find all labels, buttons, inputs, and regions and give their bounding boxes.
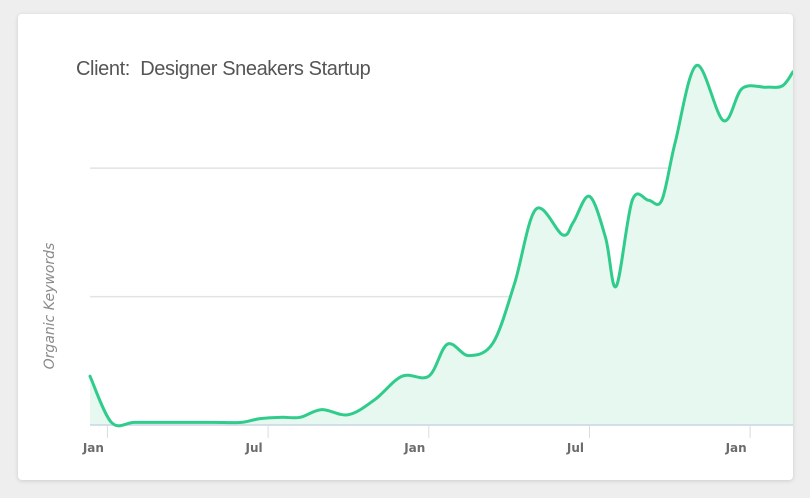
x-tick-label: Jan bbox=[725, 441, 747, 455]
x-tick-label: Jul bbox=[245, 441, 263, 455]
x-tick-label: Jan bbox=[403, 441, 425, 455]
x-tick-label: Jul bbox=[566, 441, 584, 455]
series-area-fill bbox=[90, 65, 793, 426]
chart-card: Client: Designer Sneakers Startup Organi… bbox=[18, 14, 793, 480]
series-line bbox=[88, 63, 793, 428]
organic-keywords-chart: Jan Jul Jan Jul Jan bbox=[82, 63, 793, 455]
x-tick-label: Jan bbox=[82, 441, 104, 455]
chart-title: Client: Designer Sneakers Startup bbox=[76, 58, 371, 80]
